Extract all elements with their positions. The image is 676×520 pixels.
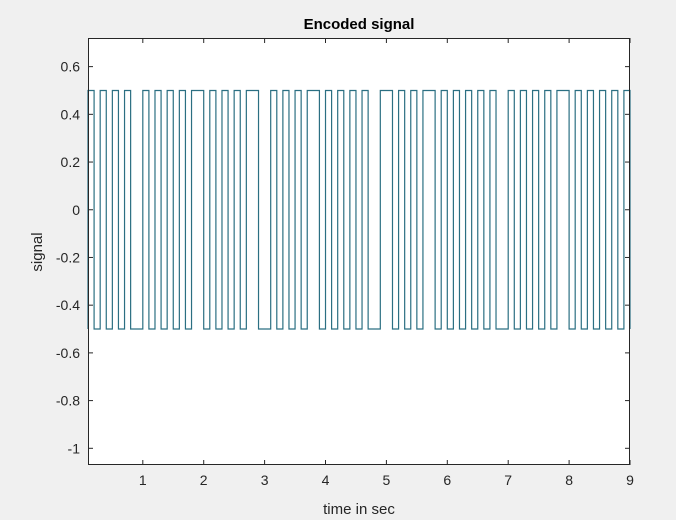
y-tick-label: -0.8	[56, 393, 80, 409]
signal-line	[87, 89, 631, 330]
x-tick-label: 8	[565, 472, 573, 488]
y-ticks: 0.6 0.4 0.2 0 -0.2 -0.4 -0.6 -0.8 -1	[56, 59, 630, 456]
x-tick-label: 7	[504, 472, 512, 488]
y-tick-label: 0	[72, 202, 80, 218]
y-tick-label: -1	[68, 440, 81, 456]
y-tick-label: -0.4	[56, 297, 80, 313]
axes-box	[88, 38, 630, 465]
x-tick-label: 5	[383, 472, 391, 488]
signal-layer	[87, 89, 631, 330]
y-tick-label: -0.2	[56, 249, 80, 265]
x-tick-label: 2	[200, 472, 208, 488]
x-tick-label: 1	[139, 472, 147, 488]
chart-title: Encoded signal	[304, 16, 415, 33]
x-tick-label: 4	[322, 472, 330, 488]
y-tick-label: 0.4	[61, 106, 81, 122]
x-tick-label: 6	[443, 472, 451, 488]
y-axis-label: signal	[29, 232, 46, 271]
x-ticks: 1 2 3 4 5 6 7 8 9	[139, 38, 634, 488]
axes-layer	[88, 38, 630, 465]
y-tick-label: 0.6	[61, 59, 81, 75]
x-tick-label: 3	[261, 472, 269, 488]
x-axis-label: time in sec	[323, 501, 395, 518]
plot-area	[88, 38, 630, 465]
y-tick-label: 0.2	[61, 154, 81, 170]
y-tick-label: -0.6	[56, 345, 80, 361]
x-tick-label: 9	[626, 472, 634, 488]
